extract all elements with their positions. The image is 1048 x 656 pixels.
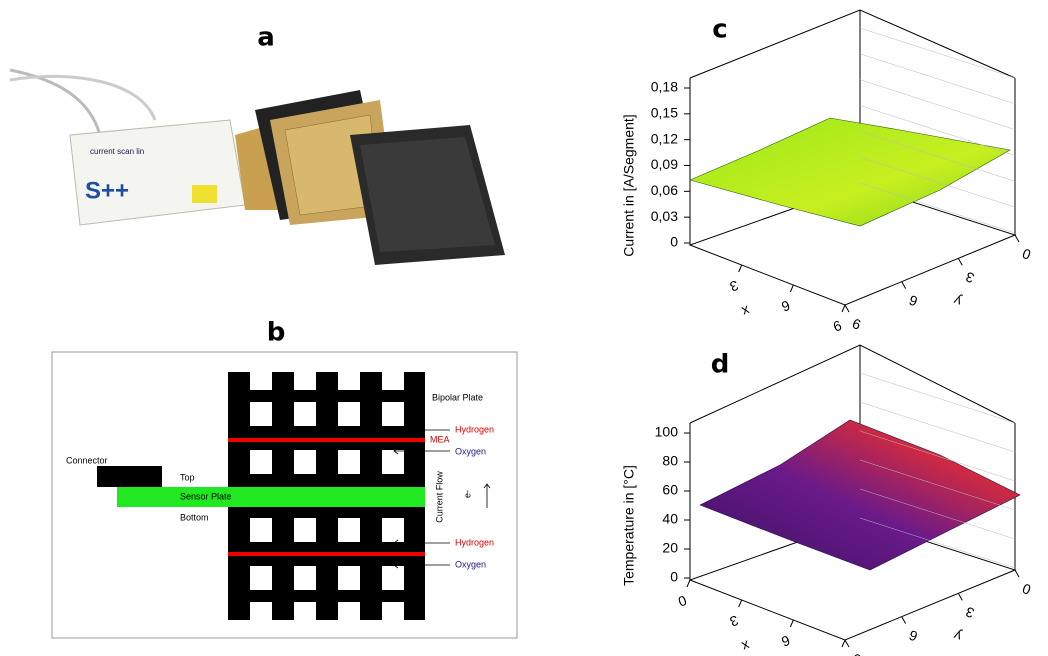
y-tick <box>901 616 907 624</box>
x-tick <box>789 619 794 628</box>
y-tick-label: 6 <box>907 627 920 645</box>
z-tick-label: 100 <box>655 424 679 440</box>
grid-line <box>859 401 1016 453</box>
y-tick-label: 9 <box>850 315 863 333</box>
z-tick-label: 0 <box>670 569 678 585</box>
y-tick <box>957 258 963 266</box>
grid-line <box>859 488 1016 540</box>
y-axis-label: y <box>952 628 964 645</box>
x-tick-label: 9 <box>831 652 844 656</box>
z-tick-label: 80 <box>662 453 678 469</box>
surface <box>699 419 1021 571</box>
chart: d 0 20 40 60 80 100 Temperature in [°C] 0 3 6 9 0 3 6 9… <box>621 344 1033 656</box>
diagram-label: e- <box>462 490 472 498</box>
z-tick-label: 60 <box>662 482 678 498</box>
y-axis-label: y <box>952 293 964 310</box>
diagram-label: MEA <box>430 434 450 444</box>
photo: current scan lin S++ <box>9 68 505 265</box>
diagram-label: Oxygen <box>455 446 486 456</box>
panel-label: c <box>712 15 727 45</box>
diagram-label: Oxygen <box>455 559 486 569</box>
z-axis-label: Temperature in [°C] <box>621 465 637 586</box>
diagram-label: Connector <box>66 455 108 465</box>
z-tick-label: 20 <box>662 540 678 556</box>
diagram: Bipolar Plate Hydrogen MEA Oxygen Connec… <box>51 351 518 639</box>
grid-line <box>859 53 1016 105</box>
y-tick <box>844 639 850 648</box>
brand: S++ <box>85 177 129 204</box>
surface <box>689 117 1011 227</box>
y-tick-label: 0 <box>1020 580 1033 598</box>
z-tick-label: 0,06 <box>651 182 678 198</box>
diagram-label: Hydrogen <box>455 424 494 434</box>
panel-label: d <box>711 350 730 380</box>
panel-label: a <box>257 23 275 53</box>
x-tick <box>686 579 691 588</box>
z-tick-label: 0,15 <box>651 105 678 121</box>
x-tick-label: 9 <box>831 317 844 335</box>
x-tick <box>738 264 743 273</box>
y-tick-label: 3 <box>963 269 976 287</box>
grid-line <box>859 182 1016 234</box>
x-tick <box>841 304 846 313</box>
grid-line <box>859 459 1016 511</box>
panel-label: b <box>267 318 286 348</box>
grid-line <box>859 27 1016 79</box>
y-tick-label: 3 <box>963 604 976 622</box>
x-axis-label: x <box>740 638 752 655</box>
x-tick-label: 0 <box>676 592 689 610</box>
x-axis-label: x <box>740 303 752 320</box>
x-tick <box>789 284 794 293</box>
device-text: current scan lin <box>90 147 144 156</box>
z-tick-label: 40 <box>662 511 678 527</box>
x-tick-label: 6 <box>779 632 792 650</box>
x-tick-label: 3 <box>728 612 741 630</box>
x-tick-label: 3 <box>728 277 741 295</box>
x-tick <box>841 639 846 648</box>
diagram-label: Sensor Plate <box>180 491 232 501</box>
grid-line <box>859 79 1016 130</box>
y-tick <box>901 281 907 289</box>
grid-line <box>859 131 1016 182</box>
y-tick <box>844 304 850 313</box>
y-tick <box>957 593 963 601</box>
z-tick-label: 0 <box>670 234 678 250</box>
y-tick-label: 9 <box>850 650 863 656</box>
chart: c 0 0,03 0,06 0,09 0,12 0,15 0,18 Current in [A/… <box>621 9 1033 335</box>
z-tick-label: 0,03 <box>651 208 678 224</box>
grid-line <box>859 517 1016 569</box>
x-tick-label: 6 <box>779 297 792 315</box>
y-tick <box>1014 569 1020 578</box>
grid-line <box>859 156 1016 208</box>
y-tick-label: 0 <box>1020 245 1033 263</box>
z-axis-label: Current in [A/Segment] <box>621 114 637 256</box>
z-tick-label: 0,12 <box>651 130 678 146</box>
y-tick <box>1014 234 1020 243</box>
diagram-label: Bipolar Plate <box>432 392 483 402</box>
x-tick <box>738 599 743 608</box>
diagram-label: Bottom <box>180 512 209 522</box>
diagram-label: Top <box>180 472 195 482</box>
grid-line <box>859 430 1016 482</box>
y-tick-label: 6 <box>907 292 920 310</box>
z-tick-label: 0,18 <box>651 79 678 95</box>
diagram-label: Hydrogen <box>455 537 494 547</box>
grid-line <box>859 372 1016 424</box>
grid-line <box>859 105 1016 156</box>
diagram-label: Current Flow <box>434 471 444 523</box>
z-tick-label: 0,09 <box>651 156 678 172</box>
